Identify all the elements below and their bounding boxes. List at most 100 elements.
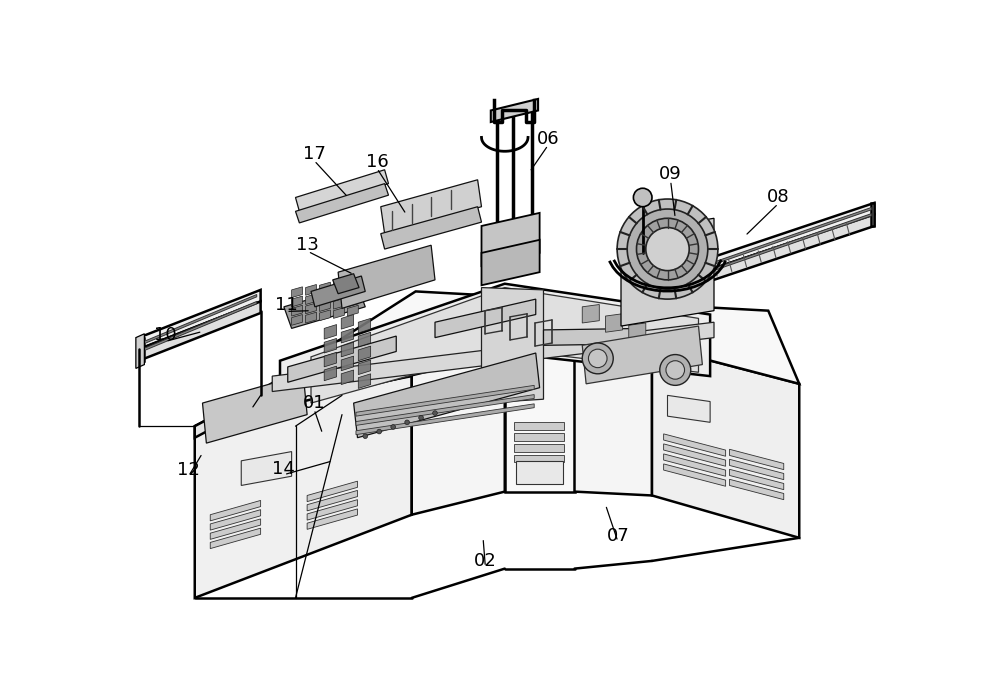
Bar	[514, 454, 564, 462]
Circle shape	[419, 416, 423, 420]
Polygon shape	[292, 315, 302, 325]
Circle shape	[582, 343, 613, 374]
Polygon shape	[435, 383, 482, 411]
Text: 16: 16	[366, 153, 388, 171]
Polygon shape	[324, 366, 337, 381]
Polygon shape	[730, 469, 784, 489]
Polygon shape	[324, 324, 337, 339]
Polygon shape	[629, 323, 646, 342]
Circle shape	[660, 354, 691, 386]
Polygon shape	[356, 404, 534, 434]
Polygon shape	[292, 296, 302, 307]
Text: 12: 12	[177, 461, 200, 479]
Polygon shape	[356, 386, 534, 416]
Polygon shape	[668, 395, 710, 422]
Polygon shape	[544, 329, 644, 345]
Polygon shape	[333, 274, 359, 294]
Polygon shape	[347, 278, 358, 288]
Polygon shape	[435, 299, 536, 338]
Polygon shape	[412, 338, 505, 515]
Circle shape	[633, 188, 652, 207]
Polygon shape	[664, 444, 726, 466]
Polygon shape	[241, 452, 292, 486]
Circle shape	[646, 228, 689, 271]
Text: 10: 10	[154, 326, 177, 345]
Polygon shape	[516, 461, 563, 484]
Polygon shape	[195, 365, 412, 598]
Polygon shape	[730, 450, 784, 470]
Polygon shape	[702, 203, 874, 272]
Polygon shape	[296, 170, 388, 212]
Circle shape	[433, 411, 437, 416]
Polygon shape	[358, 332, 371, 347]
Polygon shape	[333, 299, 344, 309]
Text: 13: 13	[296, 236, 319, 254]
Polygon shape	[341, 356, 354, 371]
Polygon shape	[491, 99, 538, 122]
Circle shape	[391, 425, 395, 429]
Polygon shape	[210, 519, 261, 539]
Polygon shape	[142, 294, 257, 345]
Circle shape	[377, 429, 382, 434]
Polygon shape	[354, 353, 540, 438]
Polygon shape	[356, 395, 534, 425]
Polygon shape	[871, 203, 874, 226]
Polygon shape	[582, 305, 599, 323]
Polygon shape	[358, 374, 371, 388]
Polygon shape	[210, 509, 261, 530]
Polygon shape	[320, 292, 330, 302]
Circle shape	[363, 434, 368, 438]
Polygon shape	[272, 322, 714, 392]
Polygon shape	[702, 214, 874, 284]
Polygon shape	[139, 338, 144, 361]
Polygon shape	[381, 207, 482, 249]
Polygon shape	[253, 365, 412, 407]
Circle shape	[627, 209, 708, 289]
Polygon shape	[664, 454, 726, 476]
Polygon shape	[307, 500, 358, 520]
Polygon shape	[347, 306, 358, 316]
Polygon shape	[338, 245, 435, 308]
Text: 09: 09	[659, 166, 682, 183]
Polygon shape	[306, 303, 316, 314]
Polygon shape	[306, 313, 316, 323]
Circle shape	[588, 349, 607, 367]
Polygon shape	[280, 284, 710, 407]
Polygon shape	[606, 314, 623, 332]
Polygon shape	[292, 287, 302, 298]
Polygon shape	[482, 213, 540, 266]
Polygon shape	[730, 480, 784, 500]
Polygon shape	[296, 184, 388, 223]
Polygon shape	[210, 528, 261, 548]
Text: 14: 14	[272, 459, 295, 477]
Polygon shape	[341, 315, 354, 329]
Polygon shape	[730, 459, 784, 480]
Polygon shape	[652, 345, 799, 538]
Polygon shape	[195, 292, 799, 426]
Polygon shape	[142, 301, 257, 351]
Polygon shape	[311, 287, 698, 403]
Polygon shape	[333, 280, 344, 291]
Polygon shape	[664, 464, 726, 487]
Text: 06: 06	[537, 130, 559, 148]
Polygon shape	[582, 326, 702, 383]
Polygon shape	[324, 338, 337, 353]
Polygon shape	[311, 276, 365, 307]
Text: 01: 01	[303, 394, 325, 412]
Polygon shape	[284, 285, 365, 329]
Polygon shape	[136, 334, 144, 368]
Polygon shape	[341, 370, 354, 385]
Polygon shape	[341, 342, 354, 357]
Circle shape	[617, 199, 718, 299]
Polygon shape	[705, 207, 871, 267]
Text: 08: 08	[767, 189, 790, 207]
Polygon shape	[139, 290, 261, 349]
Polygon shape	[320, 301, 330, 311]
Polygon shape	[341, 329, 354, 343]
Polygon shape	[574, 338, 652, 496]
Text: 17: 17	[303, 145, 326, 164]
Polygon shape	[347, 296, 358, 307]
Polygon shape	[333, 308, 344, 318]
Polygon shape	[210, 500, 261, 521]
Polygon shape	[505, 338, 574, 491]
